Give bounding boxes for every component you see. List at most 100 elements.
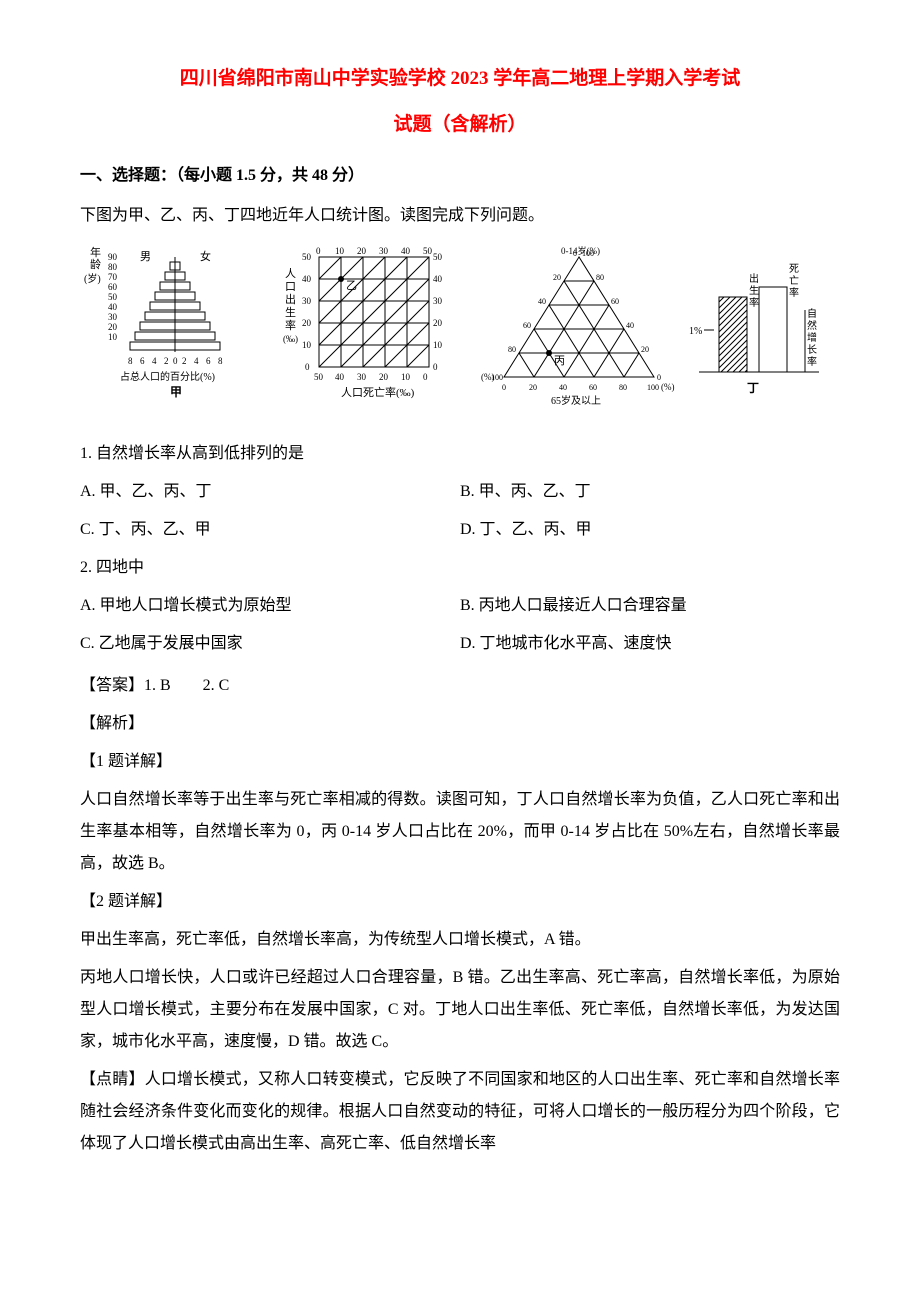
svg-text:40: 40	[559, 383, 567, 392]
q2-options-row2: C. 乙地属于发展中国家 D. 丁地城市化水平高、速度快	[80, 628, 840, 660]
ternary-triangle	[504, 257, 654, 377]
svg-text:亡: 亡	[789, 274, 799, 287]
svg-text:4: 4	[152, 356, 157, 366]
doc-title-line1: 四川省绵阳市南山中学实验学校 2023 学年高二地理上学期入学考试	[80, 60, 840, 98]
svg-text:30: 30	[379, 246, 389, 256]
svg-text:4: 4	[194, 356, 199, 366]
scatter-bottom-ticks: 0 10 20 30 40 50	[314, 372, 428, 382]
bar-region-label: 丁	[747, 381, 759, 395]
doc-title-line2: 试题（含解析）	[80, 106, 840, 144]
q2-options-row1: A. 甲地人口增长模式为原始型 B. 丙地人口最接近人口合理容量	[80, 590, 840, 622]
ternary-bottom-label: 65岁及以上	[551, 394, 601, 407]
explain-label: 【解析】	[80, 708, 840, 740]
pyramid-ylabel-2: 龄	[90, 257, 101, 271]
svg-text:2: 2	[182, 356, 187, 366]
svg-text:0: 0	[316, 246, 321, 256]
svg-text:80: 80	[596, 273, 604, 282]
scatter-point-label: 乙	[346, 279, 357, 292]
svg-text:率: 率	[749, 296, 759, 309]
q2-detail-body2: 丙地人口增长快，人口或许已经超过人口合理容量，B 错。乙出生率高、死亡率高，自然…	[80, 962, 840, 1058]
q1-detail-body: 人口自然增长率等于出生率与死亡率相减的得数。读图可知，丁人口自然增长率为负值，乙…	[80, 784, 840, 880]
svg-text:40: 40	[626, 321, 634, 330]
svg-text:10: 10	[335, 246, 345, 256]
q1-stem: 1. 自然增长率从高到低排列的是	[80, 438, 840, 470]
figures-row: 年 龄 (岁) 90 80 70 60 50 40 30 20 10 男 女	[80, 242, 840, 424]
bar-label-birth: 出 生 率	[749, 272, 759, 309]
svg-text:长: 长	[807, 344, 817, 356]
q1-option-b: B. 甲、丙、乙、丁	[460, 476, 840, 508]
svg-text:40: 40	[302, 274, 312, 284]
svg-text:50: 50	[423, 246, 433, 256]
svg-text:20: 20	[302, 318, 312, 328]
pyramid-bars	[130, 257, 220, 352]
svg-text:出: 出	[749, 272, 759, 285]
svg-text:(‰): (‰)	[283, 334, 298, 344]
q1-option-d: D. 丁、乙、丙、甲	[460, 514, 840, 546]
pyramid-y-ticks: 90 80 70 60 50 40 30 20 10	[108, 252, 118, 342]
svg-text:60: 60	[523, 321, 531, 330]
q1-options-row2: C. 丁、丙、乙、甲 D. 丁、乙、丙、甲	[80, 514, 840, 546]
svg-text:20: 20	[529, 383, 537, 392]
q2-option-d: D. 丁地城市化水平高、速度快	[460, 628, 840, 660]
scatter-point	[338, 276, 344, 282]
pyramid-male-label: 男	[140, 251, 151, 263]
svg-text:出: 出	[285, 292, 296, 306]
svg-text:20: 20	[433, 318, 443, 328]
q1-options-row1: A. 甲、乙、丙、丁 B. 甲、丙、乙、丁	[80, 476, 840, 508]
svg-text:0: 0	[173, 356, 178, 366]
figure-ternary: 0-14岁(%) 0 20 40 60 80 100 100 80 60 40 …	[479, 242, 679, 424]
svg-text:30: 30	[108, 312, 118, 322]
scatter-left-ticks: 0 10 20 30 40 50	[302, 252, 312, 372]
svg-text:20: 20	[553, 273, 561, 282]
svg-text:90: 90	[108, 252, 118, 262]
svg-text:40: 40	[335, 372, 345, 382]
ternary-point	[546, 350, 552, 356]
q2-stem: 2. 四地中	[80, 552, 840, 584]
svg-text:50: 50	[108, 292, 118, 302]
svg-text:70: 70	[108, 272, 118, 282]
svg-text:20: 20	[641, 345, 649, 354]
svg-text:率: 率	[285, 318, 296, 332]
svg-text:30: 30	[302, 296, 312, 306]
svg-text:0: 0	[423, 372, 428, 382]
svg-text:30: 30	[433, 296, 443, 306]
scatter-grid	[319, 257, 429, 367]
svg-text:生: 生	[285, 305, 296, 319]
svg-text:100: 100	[582, 249, 594, 258]
answer-line: 【答案】1. B 2. C	[80, 670, 840, 702]
q1-detail-label: 【1 题详解】	[80, 746, 840, 778]
svg-text:2: 2	[164, 356, 169, 366]
pyramid-ylabel-1: 年	[90, 245, 101, 259]
svg-text:8: 8	[128, 356, 133, 366]
svg-text:100: 100	[647, 383, 659, 392]
ternary-bottom-ticks: 0 20 40 60 80 100	[502, 383, 659, 392]
svg-text:率: 率	[807, 355, 817, 368]
ternary-right-pct: (%)	[661, 382, 675, 392]
svg-text:然: 然	[807, 319, 817, 332]
svg-text:40: 40	[538, 297, 546, 306]
svg-text:30: 30	[357, 372, 367, 382]
svg-text:死: 死	[789, 264, 799, 275]
q2-option-b: B. 丙地人口最接近人口合理容量	[460, 590, 840, 622]
svg-text:自: 自	[807, 307, 817, 320]
scatter-right-ticks: 0 10 20 30 40 50	[433, 252, 443, 372]
bar-label-death: 死 亡 率	[789, 264, 799, 299]
svg-text:6: 6	[206, 356, 211, 366]
svg-text:人: 人	[285, 267, 296, 280]
q1-option-c: C. 丁、丙、乙、甲	[80, 514, 460, 546]
svg-text:20: 20	[108, 322, 118, 332]
svg-text:0: 0	[502, 383, 506, 392]
q2-option-c: C. 乙地属于发展中国家	[80, 628, 460, 660]
section-heading: 一、选择题：（每小题 1.5 分，共 48 分）	[80, 160, 840, 192]
bar-death	[759, 287, 787, 372]
svg-text:0: 0	[433, 362, 438, 372]
pyramid-xlabel: 占总人口的百分比(%)	[120, 370, 215, 383]
svg-text:10: 10	[433, 340, 443, 350]
svg-text:10: 10	[108, 332, 118, 342]
svg-text:60: 60	[589, 383, 597, 392]
svg-text:0: 0	[657, 373, 661, 382]
svg-text:率: 率	[789, 286, 799, 299]
svg-text:80: 80	[508, 345, 516, 354]
svg-text:40: 40	[401, 246, 411, 256]
bar-tick-label: 1%	[689, 326, 702, 337]
